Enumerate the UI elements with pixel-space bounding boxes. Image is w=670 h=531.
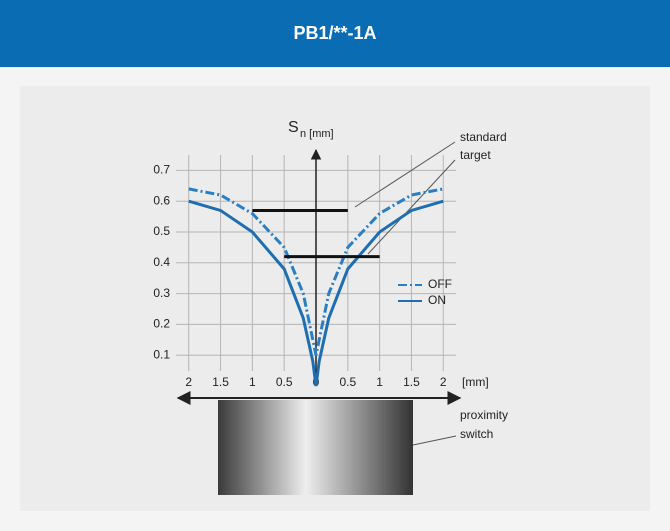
annotation: standard [460, 130, 507, 144]
y-tick-label: 0.2 [153, 317, 170, 331]
leader [367, 159, 456, 255]
y-label-sub: n [mm] [300, 128, 334, 140]
y-label: S [288, 119, 299, 136]
x-tick-label: 1 [249, 375, 256, 389]
y-tick-label: 0.6 [153, 193, 170, 207]
annotation: proximity [460, 408, 508, 422]
y-tick-label: 0.5 [153, 224, 170, 238]
header-title: PB1/**-1A [0, 0, 670, 67]
series-line [188, 199, 444, 387]
x-tick-label: 1.5 [403, 375, 420, 389]
y-tick-label: 0.7 [153, 163, 170, 177]
annotation: switch [460, 427, 493, 441]
legend-label: OFF [428, 277, 452, 291]
leader [354, 141, 456, 208]
x-tick-label: 1.5 [212, 375, 229, 389]
series-line [188, 187, 444, 356]
proximity-switch-body [218, 400, 413, 495]
y-tick-label: 0.3 [153, 286, 170, 300]
x-tick-label: 0.5 [339, 375, 356, 389]
x-tick-label: 2 [185, 375, 192, 389]
leader [412, 435, 457, 446]
y-tick-label: 0.4 [153, 255, 170, 269]
legend-label: ON [428, 293, 446, 307]
x-tick-label: 0.5 [276, 375, 293, 389]
x-tick-label: 2 [440, 375, 447, 389]
y-tick-label: 0.1 [153, 347, 170, 361]
x-tick-label: 1 [376, 375, 383, 389]
x-unit: [mm] [462, 375, 489, 389]
annotation: target [460, 148, 491, 162]
